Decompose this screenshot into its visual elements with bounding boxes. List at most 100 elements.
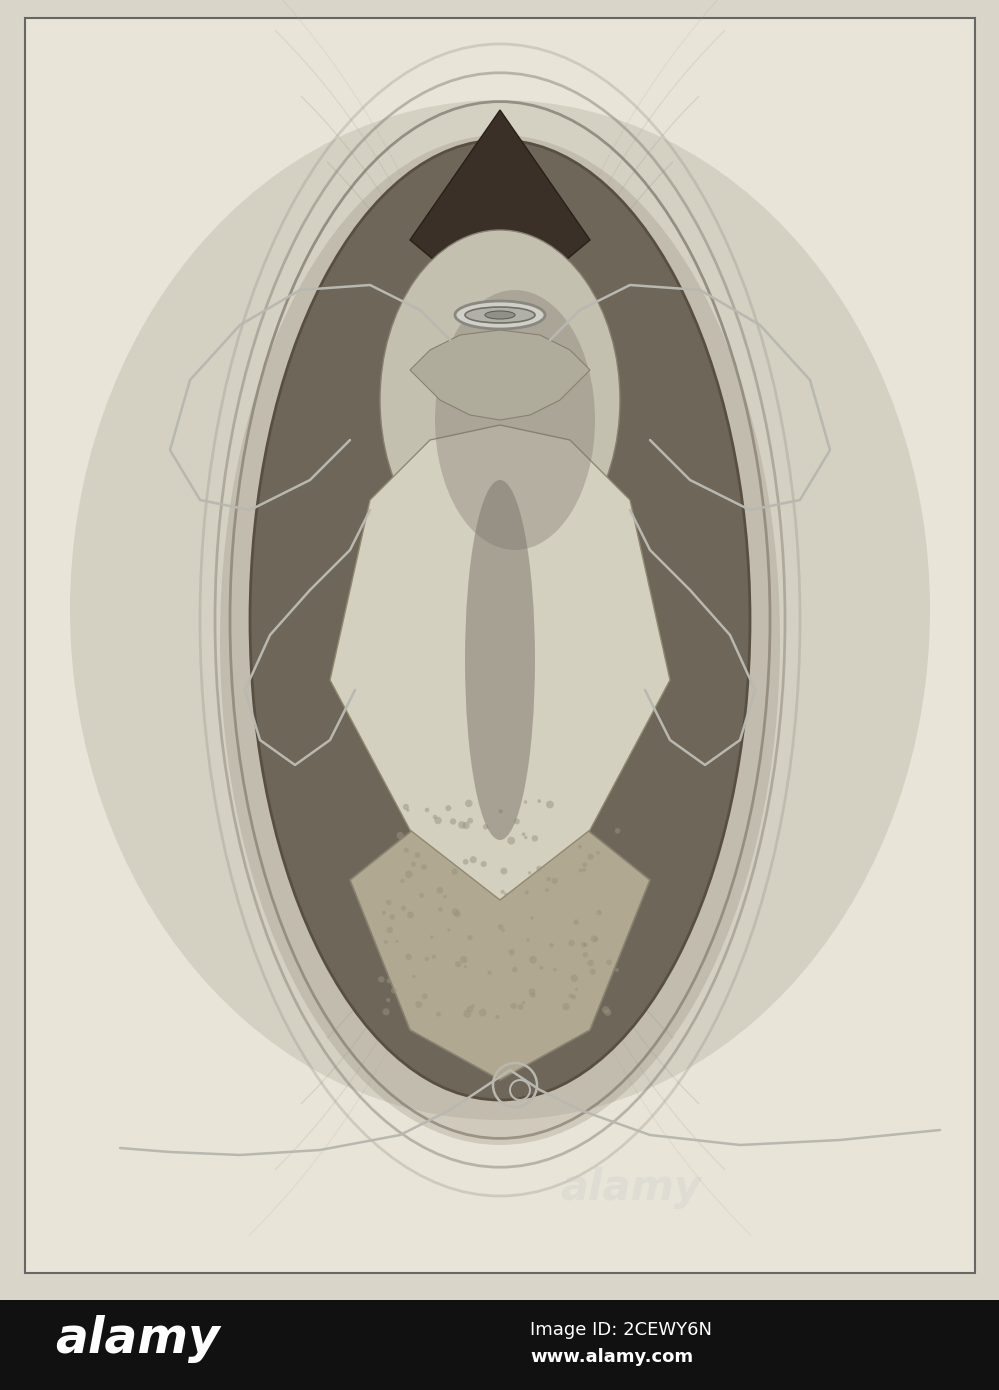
Circle shape <box>501 929 505 931</box>
Circle shape <box>530 916 533 920</box>
Ellipse shape <box>250 140 750 1099</box>
Circle shape <box>444 895 447 898</box>
Circle shape <box>587 853 593 860</box>
Circle shape <box>446 805 452 812</box>
Circle shape <box>524 890 528 894</box>
Circle shape <box>387 927 393 933</box>
Circle shape <box>461 956 468 963</box>
Text: Image ID: 2CEWY6N: Image ID: 2CEWY6N <box>530 1320 712 1339</box>
Circle shape <box>390 915 396 920</box>
Circle shape <box>498 924 503 930</box>
Circle shape <box>614 828 620 834</box>
Circle shape <box>573 919 579 924</box>
Circle shape <box>604 1009 611 1016</box>
Circle shape <box>488 970 492 974</box>
Circle shape <box>580 942 586 948</box>
Text: www.alamy.com: www.alamy.com <box>530 1348 693 1366</box>
Circle shape <box>411 862 416 867</box>
Circle shape <box>439 908 443 912</box>
Polygon shape <box>410 110 590 291</box>
Circle shape <box>513 819 519 824</box>
Circle shape <box>517 1004 523 1009</box>
Ellipse shape <box>465 480 535 840</box>
Circle shape <box>386 899 392 905</box>
Circle shape <box>571 995 576 999</box>
Circle shape <box>537 799 541 803</box>
Circle shape <box>413 974 416 979</box>
Circle shape <box>407 809 410 812</box>
Polygon shape <box>410 329 590 420</box>
Circle shape <box>422 994 428 999</box>
Circle shape <box>387 979 392 983</box>
Circle shape <box>396 940 399 942</box>
Circle shape <box>463 821 470 830</box>
Circle shape <box>526 938 529 941</box>
Circle shape <box>562 1004 569 1011</box>
Text: alamy: alamy <box>55 1315 220 1364</box>
Circle shape <box>527 872 531 874</box>
Circle shape <box>397 831 404 840</box>
Circle shape <box>407 912 414 919</box>
Circle shape <box>406 954 413 960</box>
Circle shape <box>596 851 599 855</box>
Polygon shape <box>330 425 670 899</box>
Circle shape <box>589 969 596 974</box>
Circle shape <box>455 910 461 917</box>
Ellipse shape <box>465 307 535 322</box>
Circle shape <box>401 905 407 910</box>
Circle shape <box>528 988 535 995</box>
Circle shape <box>383 1008 390 1015</box>
Circle shape <box>450 819 457 824</box>
Circle shape <box>382 910 386 915</box>
Circle shape <box>545 888 549 892</box>
Circle shape <box>500 867 507 874</box>
Circle shape <box>507 837 515 845</box>
Circle shape <box>415 852 421 858</box>
Circle shape <box>524 835 527 840</box>
Polygon shape <box>350 760 650 1080</box>
Circle shape <box>437 887 444 894</box>
Circle shape <box>465 799 473 808</box>
Circle shape <box>593 937 598 941</box>
Circle shape <box>419 892 424 898</box>
Circle shape <box>568 994 573 998</box>
Circle shape <box>470 856 477 863</box>
Circle shape <box>403 803 409 810</box>
Circle shape <box>508 949 514 955</box>
Circle shape <box>582 867 586 872</box>
Circle shape <box>384 940 388 944</box>
Circle shape <box>432 955 436 959</box>
Ellipse shape <box>220 135 780 1145</box>
Circle shape <box>405 870 413 878</box>
Circle shape <box>463 859 469 865</box>
Circle shape <box>448 929 451 931</box>
Circle shape <box>481 860 487 867</box>
Text: alamy: alamy <box>560 1168 701 1209</box>
Circle shape <box>499 809 502 813</box>
Circle shape <box>452 869 458 874</box>
Circle shape <box>468 817 474 824</box>
Circle shape <box>455 960 462 967</box>
Circle shape <box>386 998 391 1002</box>
Circle shape <box>583 942 587 947</box>
Ellipse shape <box>435 291 595 550</box>
Circle shape <box>416 1001 423 1008</box>
Circle shape <box>531 835 538 841</box>
Circle shape <box>378 976 385 983</box>
Circle shape <box>437 1012 441 1016</box>
Circle shape <box>425 956 429 960</box>
Ellipse shape <box>455 302 545 329</box>
Ellipse shape <box>380 229 620 570</box>
Circle shape <box>464 1011 472 1017</box>
Circle shape <box>587 959 593 966</box>
Circle shape <box>549 942 553 948</box>
Circle shape <box>536 866 541 872</box>
Circle shape <box>551 878 557 884</box>
Ellipse shape <box>70 100 930 1120</box>
Circle shape <box>574 988 577 991</box>
Circle shape <box>467 1006 474 1012</box>
Circle shape <box>523 801 527 803</box>
Circle shape <box>483 824 489 830</box>
Circle shape <box>510 1002 516 1009</box>
Circle shape <box>553 967 556 972</box>
